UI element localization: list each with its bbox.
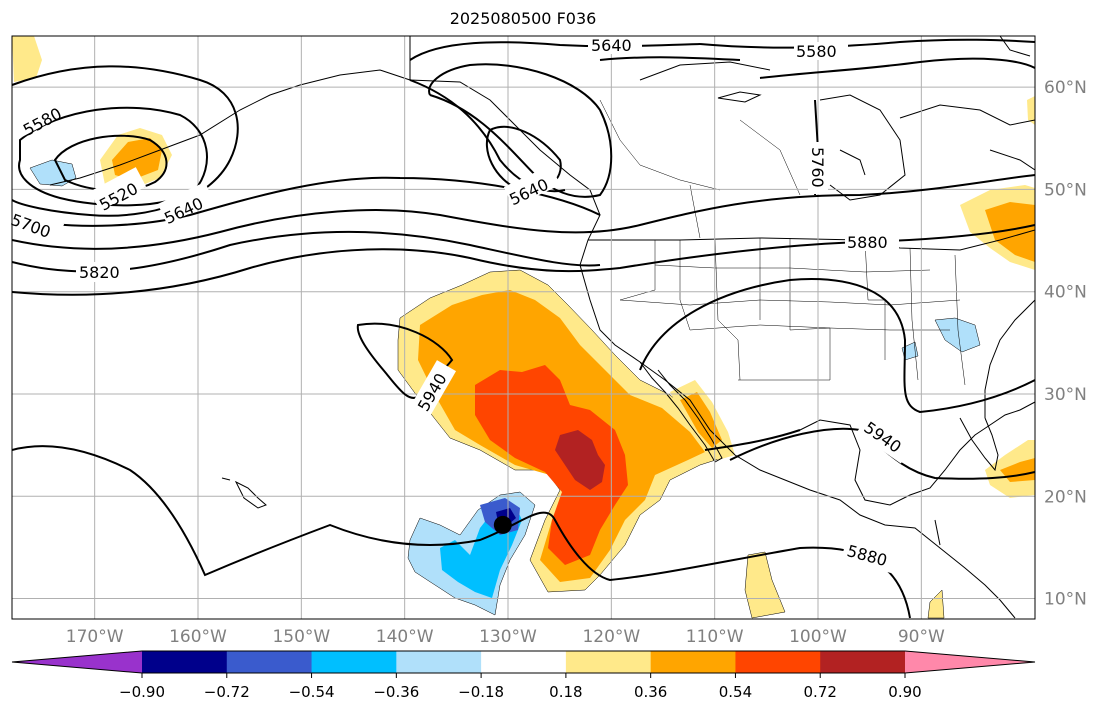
state-borders [599,99,966,386]
colorbar-tick-label: −0.36 [373,683,419,701]
contour-label: 5640 [591,36,632,55]
latitude-label: 50°N [1044,180,1087,200]
longitude-label: 150°W [272,627,330,647]
colorbar-bin [142,651,228,673]
contour-label: 5880 [847,233,888,252]
colorbar-bin [565,651,652,673]
colorbar-tick-label: 0.72 [804,683,837,701]
shade-south-yellow [927,589,945,619]
latitude-label: 60°N [1044,78,1087,98]
colorbar [11,650,1036,674]
latitude-labels: 60°N 50°N 40°N 30°N 20°N 10°N [1044,78,1087,609]
colorbar-bin [481,651,567,673]
contour-label: 5820 [79,263,120,282]
longitude-label: 120°W [582,627,640,647]
longitude-label: 160°W [169,627,227,647]
storm-center-marker [493,515,512,534]
contour-label: 5700 [8,210,53,242]
map-title: 2025080500 F036 [449,9,597,28]
colorbar-tick-label: 0.54 [719,683,752,701]
colorbar-bin [735,651,821,673]
longitude-label: 110°W [686,627,744,647]
shade-nw-corner-yellow [12,36,42,82]
longitude-label: 130°W [479,627,537,647]
shade-darkred-region [555,430,605,490]
shade-red-region [475,365,628,565]
colorbar-bin [820,651,906,673]
longitude-labels: 170°W 160°W 150°W 140°W 130°W 120°W 110°W 100°W… [66,627,945,647]
colorbar-tick-label: −0.90 [119,683,165,701]
latitude-label: 10°N [1044,590,1087,610]
shade-west-yellow [744,551,786,619]
contour-label: 5580 [796,42,837,61]
colorbar-bin [650,651,736,673]
longitude-label: 90°W [898,627,945,647]
latitude-label: 30°N [1044,385,1087,405]
colorbar-tick-label: 0.36 [634,683,667,701]
colorbar-bin [226,651,313,673]
colorbar-tick-label: 0.18 [549,683,582,701]
colorbar-bin [311,651,397,673]
latitude-label: 40°N [1044,283,1087,303]
shade-us-blue-1 [934,317,981,353]
shaded-field [12,36,1035,619]
longitude-label: 170°W [66,627,124,647]
shade-east-orange [985,202,1035,262]
colorbar-tick-label: 0.90 [888,683,921,701]
longitude-label: 100°W [789,627,847,647]
colorbar-bin [396,651,482,673]
colorbar-tick-label: −0.54 [289,683,335,701]
colorbar-tick-label: −0.18 [458,683,504,701]
colorbar-ticks: −0.90 −0.72 −0.54 −0.36 −0.18 0.18 0.36 0.54 0.7… [119,673,922,701]
contour-label: 5760 [808,147,827,188]
shade-gulf-orange [680,392,722,448]
latitude-label: 20°N [1044,487,1087,507]
graticule [12,36,1035,619]
colorbar-extend-high [905,651,1035,673]
colorbar-tick-label: −0.72 [204,683,250,701]
map-frame [11,35,1036,620]
longitude-label: 140°W [376,627,434,647]
shade-ne-edge-yellow [1027,96,1035,125]
contour-label-group: 5640 5580 5580 5520 5640 5700 5820 5640 … [5,36,914,574]
colorbar-extend-low [12,651,142,673]
